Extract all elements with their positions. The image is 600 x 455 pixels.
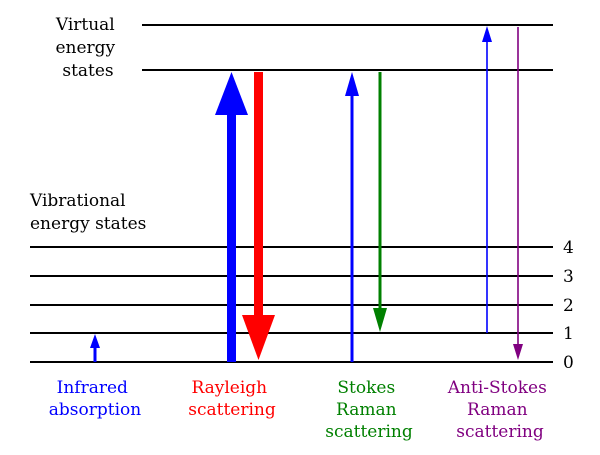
level-label-3: 3	[563, 267, 574, 287]
infrared-label-line-1: Infrared	[57, 378, 128, 398]
anti-stokes-raman-label: Anti-Stokes Raman scattering	[447, 378, 552, 442]
rayleigh-label-line-2: scattering	[188, 400, 276, 420]
infrared-absorption-arrow	[90, 334, 100, 362]
stokes-label-line-1: Stokes	[337, 378, 395, 398]
anti-stokes-label-line-3: scattering	[456, 422, 544, 442]
level-label-1: 1	[563, 324, 574, 344]
rayleigh-excitation-arrow	[215, 72, 248, 362]
level-label-2: 2	[563, 296, 574, 316]
virtual-label-line-1: Virtual	[55, 15, 115, 35]
virtual-label-line-2: energy	[55, 38, 115, 58]
level-label-4: 4	[563, 238, 574, 258]
vibrational-label-line-1: Vibrational	[29, 191, 126, 211]
vibrational-states-label: Vibrational energy states	[29, 191, 146, 234]
infrared-label-line-2: absorption	[49, 400, 141, 420]
stokes-raman-label: Stokes Raman scattering	[325, 378, 413, 442]
anti-stokes-excitation-arrow	[482, 26, 492, 333]
rayleigh-scattering-label: Rayleigh scattering	[188, 378, 276, 420]
level-label-0: 0	[563, 353, 574, 373]
rayleigh-label-line-1: Rayleigh	[191, 378, 267, 398]
virtual-label-line-3: states	[62, 61, 113, 81]
anti-stokes-label-line-2: Raman	[467, 400, 528, 420]
anti-stokes-emission-arrow	[513, 27, 523, 360]
rayleigh-emission-arrow	[242, 72, 275, 360]
virtual-states-label: Virtual energy states	[55, 15, 121, 81]
stokes-label-line-3: scattering	[325, 422, 413, 442]
vibrational-label-line-2: energy states	[30, 214, 146, 234]
stokes-excitation-arrow	[345, 72, 359, 362]
infrared-absorption-label: Infrared absorption	[49, 378, 141, 420]
stokes-emission-arrow	[373, 72, 387, 332]
anti-stokes-label-line-1: Anti-Stokes	[447, 378, 547, 398]
stokes-label-line-2: Raman	[336, 400, 397, 420]
